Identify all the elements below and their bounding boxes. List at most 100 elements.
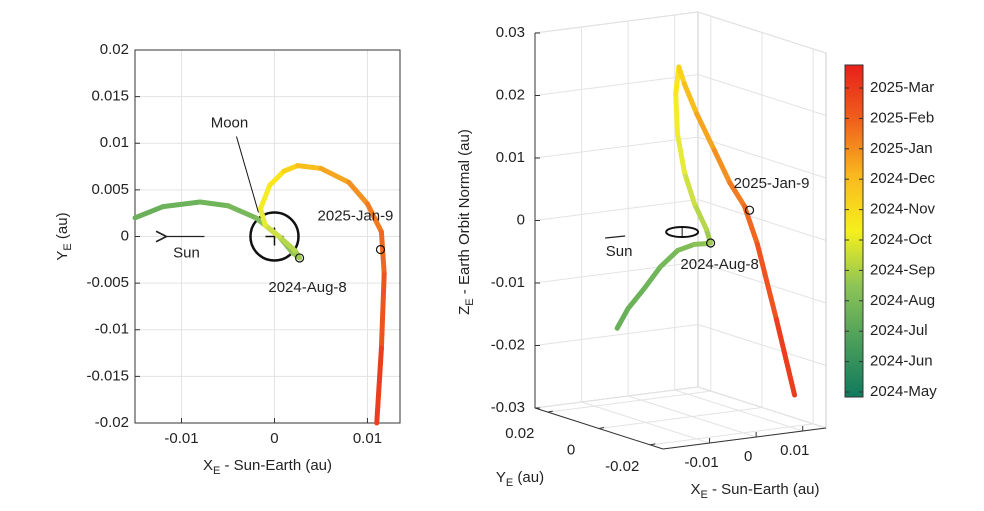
- y-tick-label: 0.01: [100, 134, 129, 151]
- grid-line: [534, 11, 699, 34]
- moon-pointer: [235, 136, 259, 213]
- colorbar-tick-label: 2024-Aug: [870, 292, 935, 309]
- y-tick-label: 0: [567, 441, 575, 458]
- colorbar-tick-label: 2024-Nov: [870, 201, 936, 218]
- y-axis-label: YE (au): [496, 469, 544, 489]
- trajectory-segment: [258, 206, 268, 228]
- colorbar: [844, 64, 864, 398]
- trajectory-segment: [754, 241, 779, 322]
- colorbar-tick-label: 2024-Sep: [870, 261, 935, 278]
- trajectory-segment: [625, 284, 648, 312]
- y-axis-label-rest: (au): [54, 212, 71, 243]
- y-tick-label: 0.015: [91, 88, 129, 105]
- y-tick-label: -0.005: [86, 274, 129, 291]
- sun-label: Sun: [606, 243, 633, 260]
- trajectory-segment: [267, 168, 287, 188]
- trajectory-segment: [773, 316, 798, 398]
- trajectory-segment: [673, 91, 680, 137]
- trajectory-segment: [262, 222, 282, 239]
- colorbar-tick-label: 2025-Jan: [870, 140, 933, 157]
- grid-line: [534, 199, 699, 221]
- grid-line: [534, 324, 699, 346]
- z-tick-label: -0.01: [491, 274, 525, 291]
- sun-label: Sun: [173, 244, 200, 261]
- trajectory-segment: [681, 169, 697, 207]
- event-label: 2025-Jan-9: [734, 175, 810, 192]
- trajectory-segment: [676, 64, 687, 87]
- grid-line: [547, 390, 711, 413]
- grid-line: [534, 261, 699, 284]
- y-tick-label: 0.02: [505, 425, 534, 442]
- event-marker: [744, 205, 755, 215]
- x-axis-label-main: X: [690, 481, 700, 498]
- grid-line: [650, 423, 814, 446]
- z-tick-label: -0.03: [491, 399, 525, 416]
- z-tick-label: 0.01: [496, 149, 525, 166]
- colorbar-tick-label: 2024-Dec: [870, 170, 936, 187]
- trajectory-segment: [276, 234, 298, 253]
- y-tick-label: -0.015: [86, 367, 129, 384]
- trajectory-segment: [712, 148, 733, 186]
- x-axis-label-sub: E: [213, 465, 220, 477]
- y-tick-label: -0.02: [95, 414, 129, 431]
- trajectory-segment: [258, 182, 273, 212]
- colorbar-tick-label: 2024-Jul: [870, 322, 928, 339]
- trajectory-segment: [657, 247, 681, 270]
- x-tick-label: 0: [270, 430, 278, 447]
- trajectory-segment: [694, 111, 718, 154]
- trajectory-segment: [197, 199, 231, 209]
- trajectory-segment: [614, 306, 631, 331]
- z-axis-label-main: Z: [456, 306, 473, 315]
- axis-line: [534, 407, 664, 450]
- x-axis-label-rest: - Sun-Earth (au): [220, 457, 332, 474]
- trajectory-segment: [675, 241, 697, 253]
- event-label: 2025-Jan-9: [318, 208, 394, 225]
- x-axis-label-rest: - Sun-Earth (au): [708, 481, 820, 498]
- sun-direction: [605, 235, 626, 239]
- z-tick-label: 0.02: [496, 86, 525, 103]
- grid-line: [534, 136, 699, 159]
- x-axis-label-main: X: [203, 457, 213, 474]
- trajectory-segment: [364, 201, 384, 235]
- trajectory-segment: [160, 199, 203, 210]
- y-axis-label-rest: (au): [513, 469, 544, 486]
- trajectory-segment: [642, 264, 663, 290]
- colorbar-tick-label: 2024-Oct: [870, 231, 933, 248]
- z-tick-label: 0: [517, 211, 525, 228]
- event-marker: [294, 253, 305, 263]
- z-tick-label: -0.02: [491, 336, 525, 353]
- x-tick-label: 0.01: [780, 442, 809, 459]
- trajectory-segment: [378, 271, 387, 351]
- x-axis-label: XE - Sun-Earth (au): [690, 481, 819, 501]
- colorbar-tick-label: 2025-Feb: [870, 109, 934, 126]
- y-axis-label: YE (au): [54, 212, 74, 260]
- trajectory-segment: [674, 131, 687, 175]
- y-axis-label-main: Y: [496, 469, 506, 486]
- y-axis-label-main: Y: [54, 251, 71, 261]
- trajectory-segment: [727, 180, 747, 209]
- y-tick-label: 0.005: [91, 181, 129, 198]
- y-axis-label-sub: E: [506, 477, 513, 489]
- colorbar-tick-label: 2024-Jun: [870, 353, 933, 370]
- trajectory-segment: [225, 203, 259, 221]
- trajectory-segment: [295, 163, 324, 171]
- x-tick-label: 0: [744, 448, 752, 465]
- colorbar-tick-label: 2025-Mar: [870, 79, 934, 96]
- y-tick-label: -0.02: [605, 458, 639, 475]
- grid-line: [598, 407, 763, 429]
- y-tick-label: -0.01: [95, 321, 129, 338]
- x-axis-label-sub: E: [700, 489, 707, 501]
- colorbar-tick-label: 2024-May: [870, 383, 937, 400]
- event-marker: [706, 238, 716, 248]
- moon-orbit: [249, 211, 300, 262]
- y-axis-label-sub: E: [62, 243, 74, 250]
- axis-line: [662, 427, 827, 450]
- z-axis-label: ZE - Earth Orbit Normal (au): [456, 129, 476, 315]
- x-axis-label: XE - Sun-Earth (au): [203, 457, 332, 477]
- trajectory-segment: [318, 165, 352, 185]
- trajectory-segment: [281, 163, 301, 174]
- event-label: 2024-Aug-8: [268, 279, 346, 296]
- grid-line: [534, 386, 699, 409]
